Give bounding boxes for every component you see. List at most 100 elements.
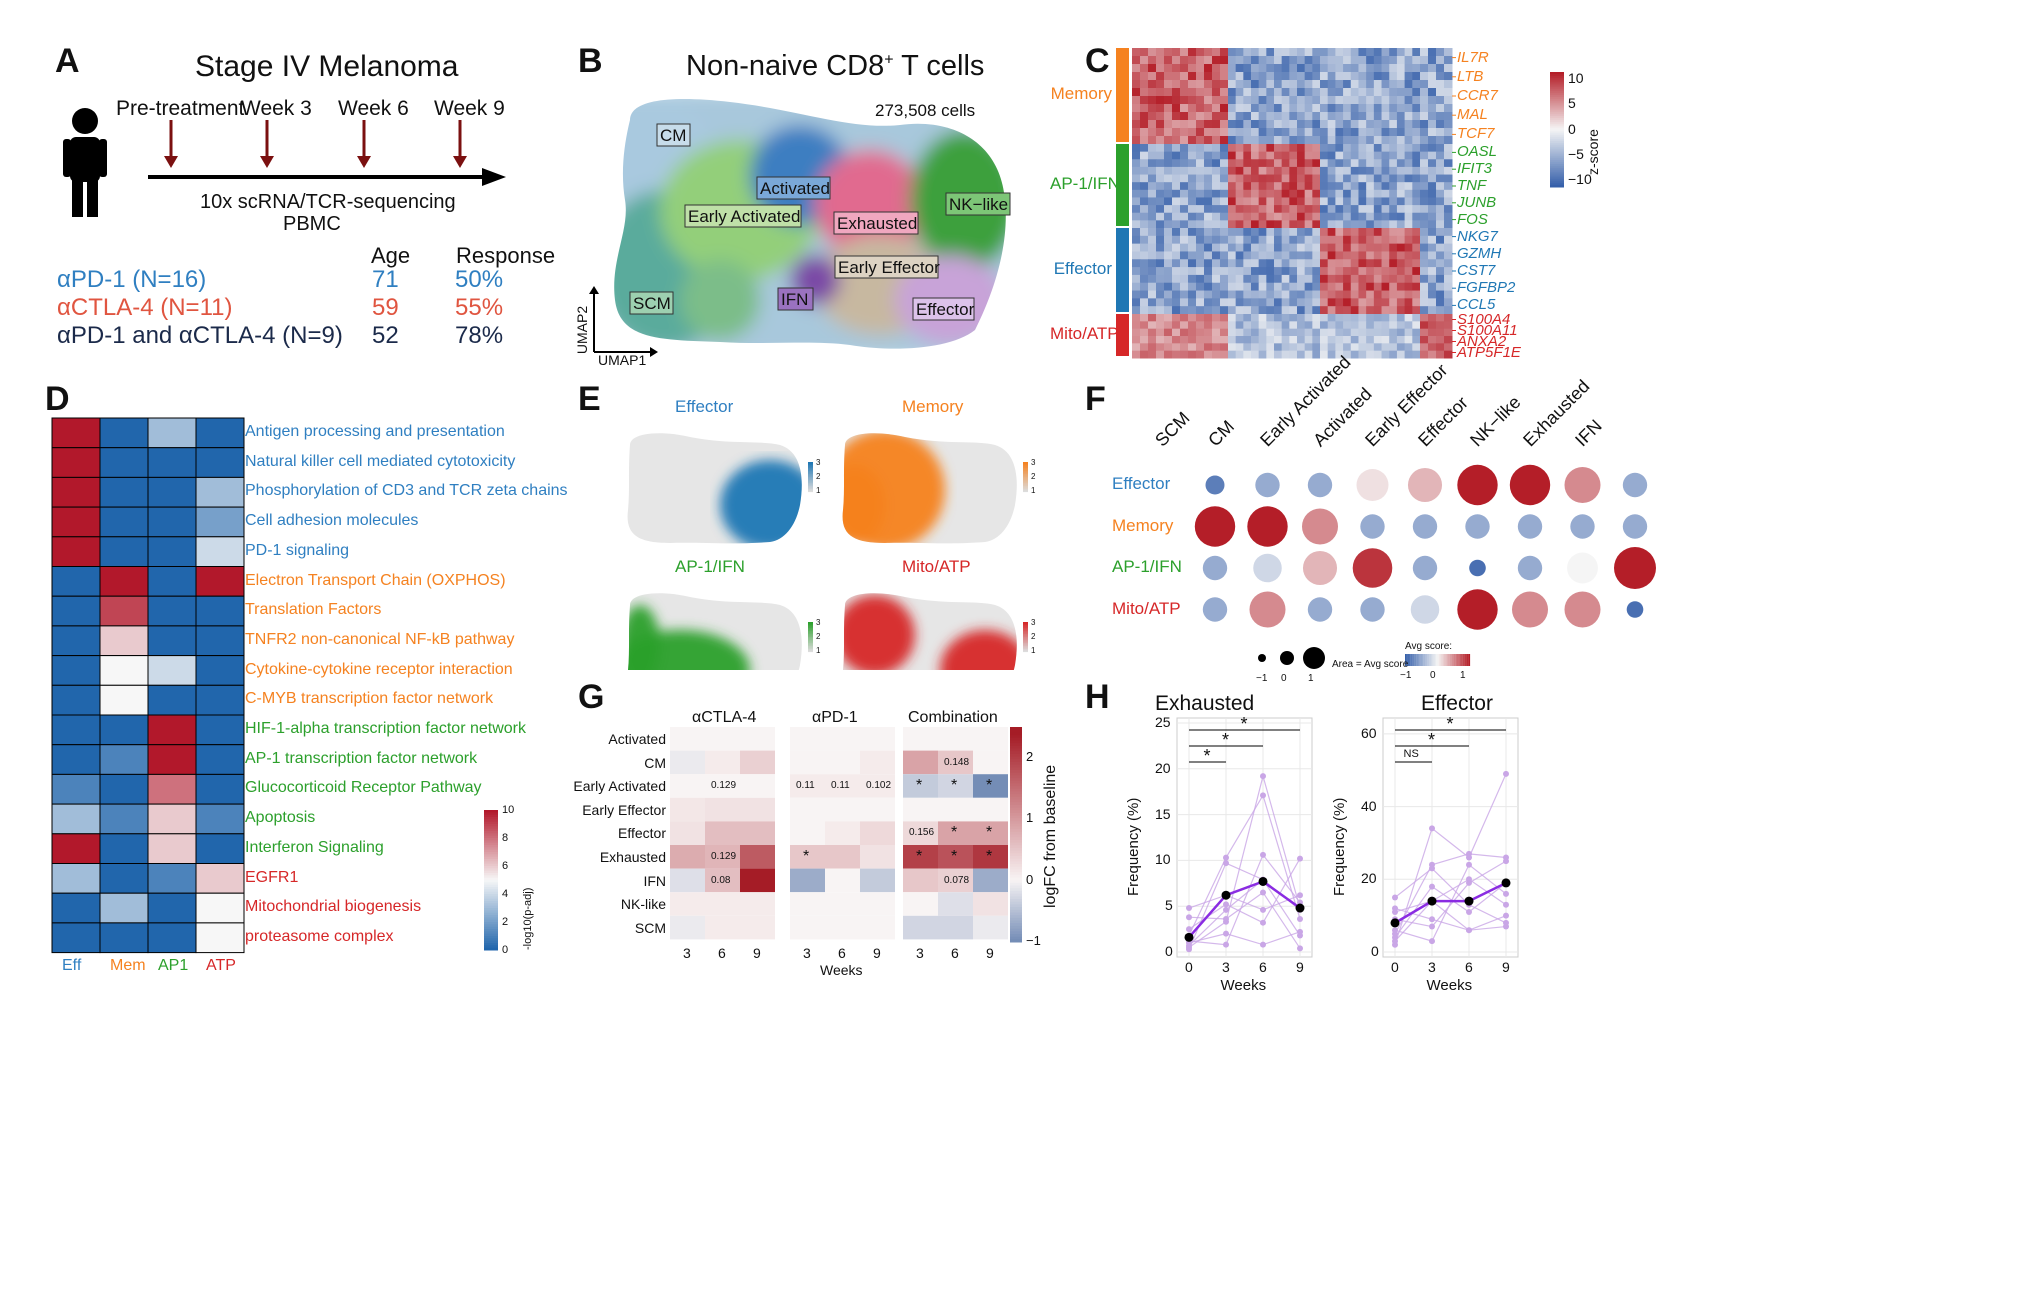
heatmap-cell [1235,56,1244,65]
heatmap-cell [1350,205,1359,214]
logfc-cell [740,727,775,751]
colorbar-segment [1010,829,1022,833]
heatmap-cell [1297,321,1306,330]
pathway-label: PD-1 signaling [245,541,350,559]
signature-scale-tick: 1 [1031,486,1036,495]
heatmap-cell [1420,314,1429,322]
heatmap-cell [1266,136,1275,145]
heatmap-cell [1358,112,1367,121]
heatmap-cell [1274,274,1283,284]
heatmap-cell [1428,48,1437,57]
heatmap-cell [1381,228,1390,237]
heatmap-cell [1266,282,1275,292]
heatmap-cell [1228,282,1237,292]
heatmap-cell [1243,128,1252,137]
cluster-row-label: Effector [618,825,666,842]
heatmap-cell [1289,235,1298,245]
heatmap-cell [1297,72,1306,81]
heatmap-cell [1148,228,1157,237]
heatmap-cell [1350,228,1359,237]
dotplot-dot [1469,559,1486,577]
color-legend-tick: −1 [1400,670,1412,681]
heatmap-cell [1444,328,1453,337]
colorbar-segment [1550,142,1564,146]
logfc-cell [825,892,860,916]
heatmap-cell [1335,321,1344,330]
heatmap-cell [1335,120,1344,129]
heatmap-cell [1297,174,1306,183]
heatmap-cell [1366,306,1375,315]
heatmap-cell [1212,282,1221,292]
colorbar-segment [1550,146,1564,150]
heatmap-cell [1235,274,1244,284]
heatmap-cell [1335,243,1344,252]
colorbar-segment [1010,753,1022,758]
colorbar-segment [1550,175,1564,178]
cluster-label-early-activated: Early Activated [688,207,801,226]
signature-title: Mito/ATP [902,557,971,576]
heatmap-cell [1243,267,1252,276]
heatmap-cell [1312,328,1321,337]
heatmap-cell [1320,290,1329,299]
pathway-cell [147,536,197,568]
heatmap-cell [1132,343,1141,352]
heatmap-cell [1327,72,1336,81]
heatmap-cell [1396,343,1406,352]
heatmap-cell [1396,235,1406,245]
heatmap-cell [1274,314,1283,322]
heatmap-cell [1266,212,1275,221]
heatmap-cell [1204,212,1213,221]
dotplot-dot [1564,466,1601,504]
heatmap-cell [1343,243,1352,252]
heatmap-cell [1140,120,1149,129]
heatmap-cell [1327,144,1336,153]
logfc-cell [938,892,973,916]
heatmap-cell [1327,251,1336,260]
heatmap-cell [1188,182,1197,191]
heatmap-cell [1132,321,1141,330]
colorbar-segment [1010,931,1022,935]
colorbar-segment [1407,654,1409,666]
colorbar-segment [1550,183,1564,186]
heatmap-cell [1404,128,1413,137]
heatmap-cell [1274,336,1283,344]
size-legend-dot [1258,654,1266,662]
patient-point [1429,825,1435,832]
heatmap-cell [1304,306,1313,315]
heatmap-cell [1389,212,1398,221]
logfc-cell [825,915,860,940]
heatmap-cell [1235,144,1244,153]
heatmap-cell [1243,212,1252,221]
heatmap-cell [1312,267,1321,276]
heatmap-cell [1312,80,1321,89]
logfc-cell [938,797,973,822]
heatmap-cell [1180,251,1189,260]
heatmap-cell [1404,88,1413,97]
pathway-cell [195,566,245,597]
heatmap-cell [1180,321,1189,330]
heatmap-cell [1220,228,1229,237]
heatmap-cell [1164,88,1173,97]
y-axis-label: Frequency (%) [1125,797,1142,896]
heatmap-cell [1266,88,1275,97]
colorbar-segment [1411,654,1413,666]
heatmap-cell [1297,144,1306,153]
heatmap-cell [1132,350,1141,359]
heatmap-cell [1444,267,1453,276]
week-tick: 6 [838,945,846,962]
heatmap-cell [1235,48,1244,57]
logfc-cell [740,750,775,775]
colorbar-segment [1421,654,1424,666]
heatmap-cell [1251,274,1260,284]
heatmap-cell [1235,220,1244,229]
logfc-cell [938,868,973,893]
heatmap-cell [1188,343,1197,352]
heatmap-cell [1196,343,1205,352]
colorbar-segment [1550,131,1564,134]
heatmap-cell [1420,259,1429,268]
heatmap-cell [1258,197,1267,206]
heatmap-cell [1358,290,1367,299]
heatmap-cell [1373,298,1383,307]
heatmap-cell [1220,251,1229,260]
heatmap-cell [1156,64,1165,73]
